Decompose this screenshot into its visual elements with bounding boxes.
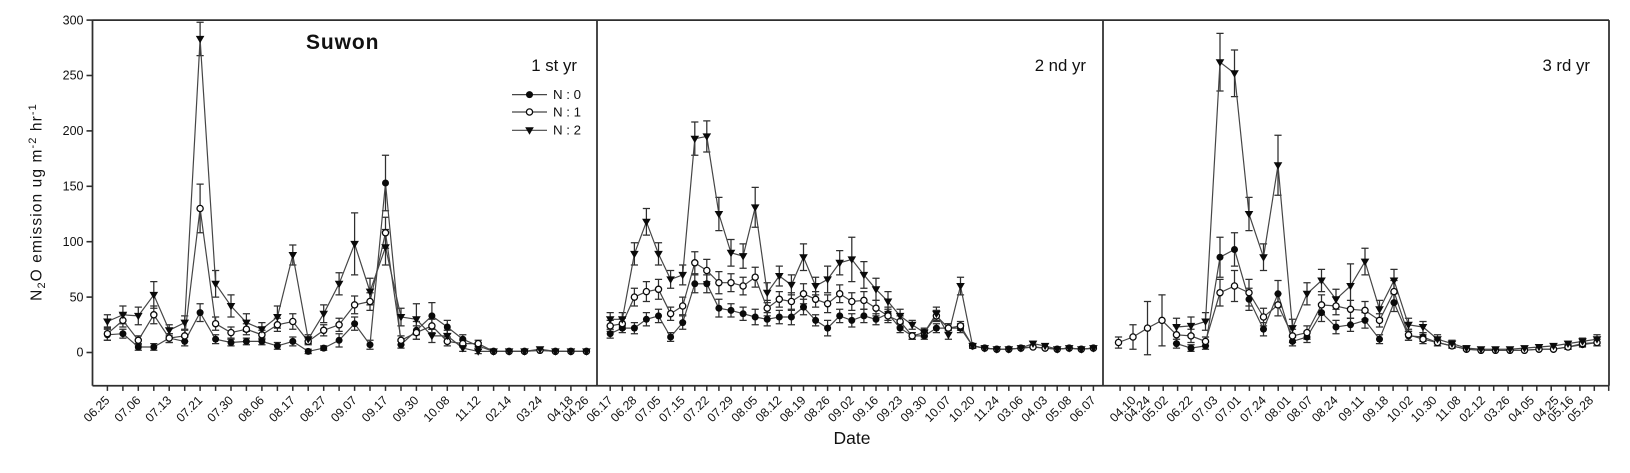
svg-text:200: 200: [63, 124, 84, 138]
svg-text:50: 50: [70, 290, 84, 304]
svg-text:N : 2: N : 2: [553, 123, 581, 138]
svg-text:250: 250: [63, 69, 84, 83]
svg-text:Date: Date: [834, 428, 871, 448]
svg-text:N : 0: N : 0: [553, 87, 581, 102]
svg-text:0: 0: [77, 346, 84, 360]
svg-text:Suwon: Suwon: [306, 31, 379, 54]
svg-text:300: 300: [63, 13, 84, 27]
svg-text:2 nd yr: 2 nd yr: [1035, 56, 1087, 75]
svg-text:100: 100: [63, 235, 84, 249]
svg-text:1 st yr: 1 st yr: [531, 56, 577, 75]
svg-text:N2O emission ug m-2 hr-1: N2O emission ug m-2 hr-1: [27, 103, 48, 301]
svg-text:N : 1: N : 1: [553, 104, 581, 119]
svg-text:150: 150: [63, 180, 84, 194]
svg-text:3 rd yr: 3 rd yr: [1542, 56, 1590, 75]
